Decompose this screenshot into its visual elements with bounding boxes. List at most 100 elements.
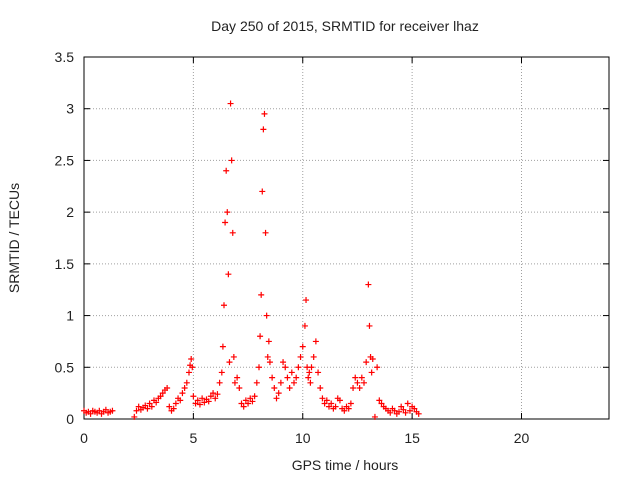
- data-point: [256, 364, 262, 371]
- data-point: [306, 369, 313, 376]
- data-point: [222, 219, 229, 226]
- data-point: [366, 322, 373, 329]
- data-point: [371, 413, 378, 420]
- data-point: [188, 356, 195, 363]
- data-point: [87, 410, 94, 417]
- data-point: [271, 384, 278, 391]
- data-point: [181, 384, 188, 391]
- data-point: [345, 405, 352, 412]
- data-point: [275, 390, 282, 397]
- data-point: [263, 312, 270, 319]
- data-point: [218, 369, 225, 376]
- chart-title: Day 250 of 2015, SRMTID for receiver lha…: [211, 18, 479, 34]
- y-axis-label: SRMTID / TECUs: [6, 183, 22, 293]
- data-point: [326, 403, 332, 410]
- data-point: [387, 409, 394, 416]
- data-point: [240, 403, 247, 410]
- data-point: [201, 399, 208, 406]
- data-point: [179, 390, 186, 397]
- data-point: [172, 400, 179, 407]
- data-point: [207, 393, 214, 400]
- data-point: [238, 400, 245, 407]
- data-point: [225, 271, 232, 278]
- data-point: [194, 397, 201, 404]
- data-point: [284, 374, 291, 381]
- data-point: [210, 390, 217, 397]
- data-point: [273, 395, 280, 402]
- x-tick-label: 5: [189, 430, 197, 446]
- data-point: [199, 395, 206, 402]
- data-point: [183, 379, 190, 386]
- data-point: [229, 229, 236, 236]
- data-point: [214, 391, 221, 398]
- data-point: [301, 322, 308, 329]
- data-point: [142, 402, 149, 409]
- data-point: [315, 369, 322, 376]
- data-point: [323, 397, 330, 404]
- data-point: [303, 297, 310, 304]
- data-point: [280, 359, 287, 366]
- data-point: [295, 364, 302, 371]
- y-tick-label: 1.5: [55, 256, 75, 272]
- data-point: [365, 281, 372, 288]
- data-point: [231, 379, 238, 386]
- x-axis-label: GPS time / hours: [292, 457, 399, 473]
- y-tick-label: 0.5: [55, 359, 75, 375]
- data-point: [310, 353, 317, 360]
- data-point: [411, 405, 418, 412]
- data-point: [352, 374, 359, 381]
- plot-frame: [83, 56, 610, 420]
- data-point: [234, 374, 241, 381]
- data-point: [153, 399, 160, 406]
- data-point: [369, 356, 376, 363]
- data-point: [356, 384, 363, 391]
- y-tick-label: 3.5: [55, 49, 75, 65]
- y-tick-label: 0: [66, 411, 74, 427]
- x-tick-label: 20: [514, 430, 530, 446]
- data-point: [131, 413, 138, 420]
- data-point: [205, 398, 212, 405]
- data-point: [253, 379, 260, 386]
- data-point: [242, 397, 249, 404]
- data-point: [190, 393, 197, 400]
- data-point: [189, 364, 196, 371]
- data-point: [299, 343, 306, 350]
- data-point: [247, 395, 254, 402]
- data-point: [308, 364, 315, 371]
- data-point: [328, 400, 335, 407]
- data-point: [354, 379, 361, 386]
- data-point: [406, 407, 413, 414]
- data-point: [305, 374, 312, 381]
- data-point: [146, 400, 153, 407]
- data-point: [249, 398, 256, 405]
- data-point: [266, 359, 273, 366]
- data-point: [402, 409, 409, 416]
- data-point: [264, 353, 271, 360]
- data-point: [261, 110, 268, 117]
- data-point: [269, 374, 276, 381]
- data-point: [350, 384, 357, 391]
- data-point: [144, 405, 151, 412]
- data-point: [170, 405, 177, 412]
- data-point: [293, 374, 300, 381]
- data-point: [398, 403, 405, 410]
- data-point: [396, 408, 402, 415]
- data-point: [341, 407, 348, 414]
- data-point: [186, 369, 192, 376]
- data-point: [317, 384, 324, 391]
- data-point: [374, 364, 381, 371]
- x-tick-label: 10: [295, 430, 311, 446]
- data-point: [251, 393, 258, 400]
- data-point: [135, 403, 142, 410]
- data-point: [257, 333, 264, 340]
- data-point: [415, 410, 422, 417]
- data-point: [224, 209, 231, 216]
- data-point: [297, 353, 304, 360]
- axis-ticks: 0 0.5 1 1.5 2 2.5 3 3.5 0 5 10 15 20: [55, 49, 609, 446]
- data-point: [133, 407, 140, 414]
- data-point: [260, 126, 267, 133]
- data-point: [164, 384, 171, 391]
- data-point: [227, 100, 234, 107]
- data-point: [230, 353, 237, 360]
